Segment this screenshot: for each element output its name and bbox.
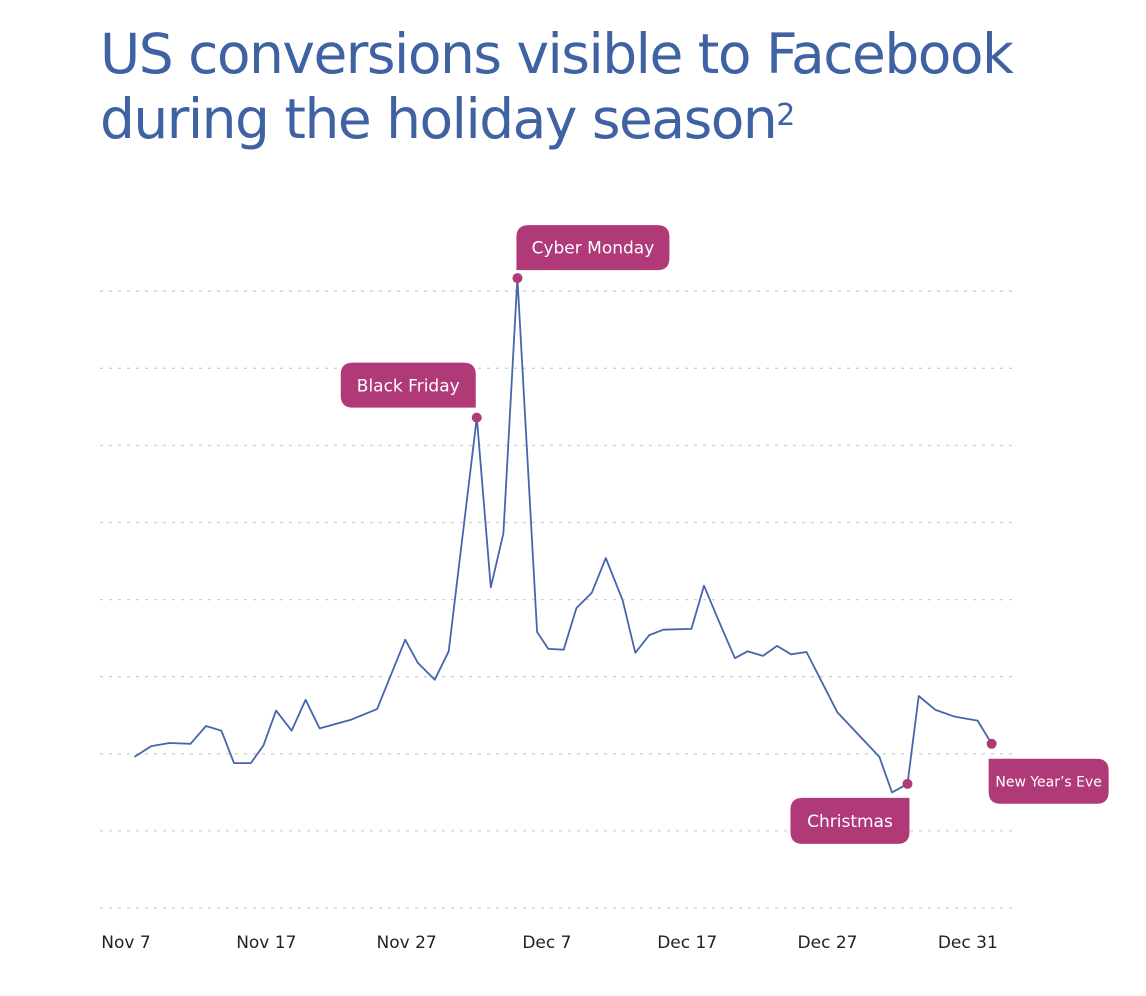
- annotations: Black Friday Cyber Monday Christmas New Yea…: [340, 225, 1109, 844]
- x-tick-label: Dec 27: [798, 933, 858, 953]
- annotation-label: New Year’s Eve: [995, 774, 1102, 790]
- x-tick-label: Dec 17: [657, 933, 717, 953]
- annotation-new-year-s-eve: New Year’s Eve: [986, 738, 1109, 804]
- annotation-box: [790, 797, 910, 844]
- annotation-marker: [512, 273, 523, 284]
- annotation-label: Christmas: [807, 812, 893, 832]
- x-tick-label: Nov 27: [376, 933, 436, 953]
- annotation-marker: [986, 738, 997, 749]
- series-line: [133, 277, 993, 794]
- annotation-cyber-monday: Cyber Monday: [512, 225, 670, 284]
- annotation-marker: [471, 412, 482, 423]
- x-tick-label: Nov 17: [236, 933, 296, 953]
- series-lines: [133, 277, 993, 794]
- title-line-2: during the holiday season: [100, 87, 778, 151]
- annotation-marker: [902, 778, 913, 789]
- x-axis-ticks: Nov 7 Nov 17 Nov 27 Dec 7 Dec 17 Dec 27 Dec 31: [101, 933, 997, 953]
- annotation-label: Cyber Monday: [532, 239, 655, 259]
- annotation-black-friday: Black Friday: [340, 362, 482, 423]
- annotation-box: [516, 225, 670, 271]
- x-tick-label: Nov 7: [101, 933, 150, 953]
- annotation-box: [988, 758, 1109, 804]
- chart-title: US conversions visible to Facebook during…: [100, 22, 1014, 152]
- title-line-1: US conversions visible to Facebook: [100, 22, 1014, 86]
- x-tick-label: Dec 7: [522, 933, 571, 953]
- x-tick-label: Dec 31: [938, 933, 998, 953]
- annotation-box: [340, 362, 476, 408]
- annotation-christmas: Christmas: [790, 778, 913, 844]
- annotation-label: Black Friday: [357, 376, 460, 396]
- title-footnote: 2: [776, 98, 796, 133]
